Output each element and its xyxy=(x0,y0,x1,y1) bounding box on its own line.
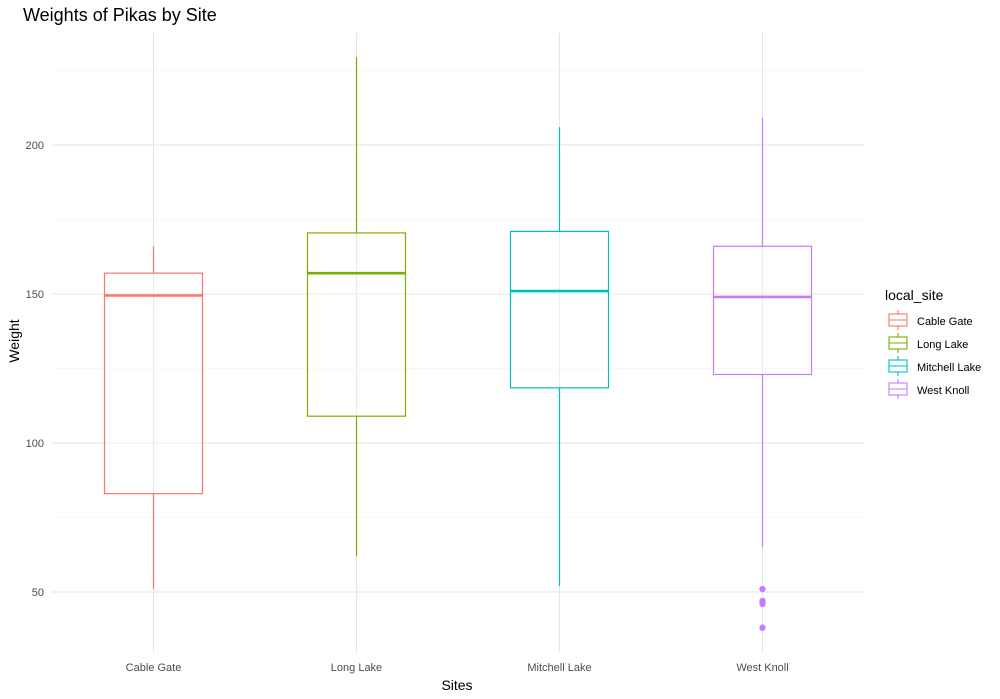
boxes-layer xyxy=(103,57,813,631)
outlier-point xyxy=(759,600,766,608)
box-group xyxy=(306,57,407,557)
legend-label: West Knoll xyxy=(917,385,969,397)
box xyxy=(712,245,813,376)
legend-label: Long Lake xyxy=(917,339,968,351)
legend-title: local_site xyxy=(885,287,944,303)
y-tick-label: 100 xyxy=(26,438,44,450)
x-tick-label: Cable Gate xyxy=(126,662,182,674)
y-tick-labels: 50 100 150 200 xyxy=(26,140,44,599)
box-group xyxy=(103,246,204,590)
x-tick-labels: Cable Gate Long Lake Mitchell Lake West Kno… xyxy=(126,662,789,674)
box xyxy=(103,272,204,495)
y-axis-title: Weight xyxy=(6,319,22,362)
x-axis-title: Sites xyxy=(441,677,472,693)
y-tick-label: 200 xyxy=(26,140,44,152)
chart-title: Weights of Pikas by Site xyxy=(23,5,217,25)
y-tick-label: 150 xyxy=(26,289,44,301)
x-tick-label: Long Lake xyxy=(331,662,382,674)
legend-entry: Mitchell Lake xyxy=(888,356,981,376)
box-group xyxy=(509,127,610,587)
legend: local_site Cable Gate Long Lake Mitchell L… xyxy=(885,287,981,399)
box xyxy=(509,230,610,389)
x-tick-label: Mitchell Lake xyxy=(527,662,591,674)
legend-label: Mitchell Lake xyxy=(917,362,981,374)
y-tick-label: 50 xyxy=(32,587,44,599)
legend-entry: Cable Gate xyxy=(888,310,973,330)
outlier-point xyxy=(759,624,766,631)
box xyxy=(306,232,407,417)
box-group xyxy=(712,118,813,631)
legend-label: Cable Gate xyxy=(917,316,973,328)
legend-entry: Long Lake xyxy=(888,333,968,353)
x-tick-label: West Knoll xyxy=(736,662,788,674)
legend-entry: West Knoll xyxy=(888,379,969,399)
legend-entries: Cable Gate Long Lake Mitchell Lake West Kno… xyxy=(888,310,981,399)
outlier-point xyxy=(759,585,766,593)
